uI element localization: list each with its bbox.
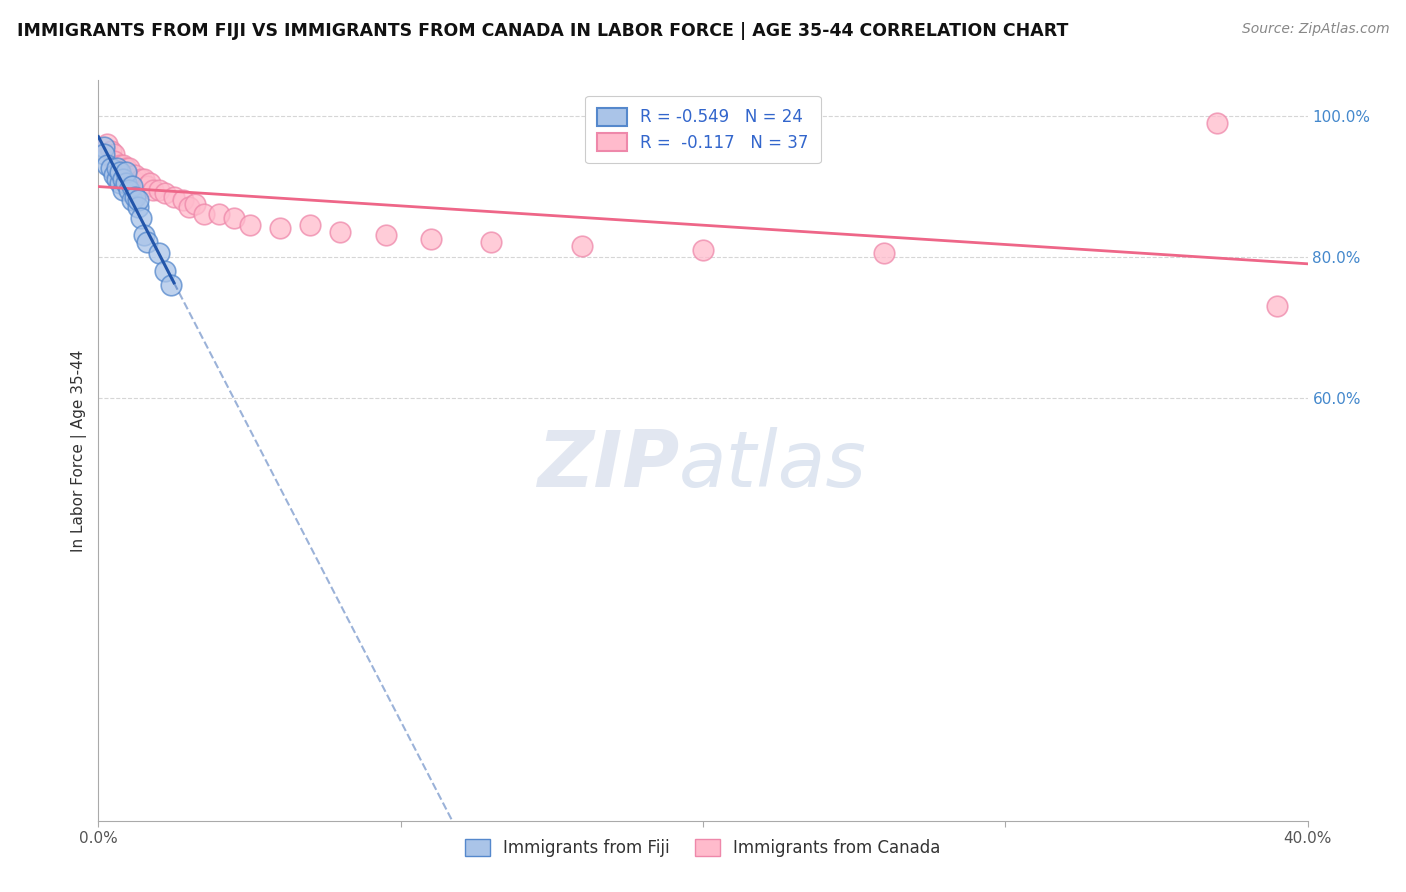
Text: ZIP: ZIP bbox=[537, 427, 679, 503]
Point bbox=[1206, 115, 1229, 129]
Point bbox=[114, 165, 136, 179]
Point bbox=[692, 243, 714, 257]
Point bbox=[96, 136, 118, 151]
Point bbox=[105, 172, 128, 186]
Point bbox=[193, 207, 215, 221]
Point bbox=[179, 200, 201, 214]
Point bbox=[127, 176, 149, 190]
Point bbox=[103, 147, 125, 161]
Point bbox=[299, 218, 322, 232]
Point bbox=[420, 232, 443, 246]
Point bbox=[127, 193, 149, 207]
Point bbox=[481, 235, 503, 250]
Point bbox=[111, 172, 134, 186]
Point bbox=[184, 196, 207, 211]
Point bbox=[148, 183, 170, 197]
Point bbox=[239, 218, 262, 232]
Point bbox=[124, 189, 146, 203]
Y-axis label: In Labor Force | Age 35-44: In Labor Force | Age 35-44 bbox=[72, 350, 87, 551]
Point bbox=[148, 246, 170, 260]
Point bbox=[103, 169, 125, 183]
Point bbox=[208, 207, 231, 221]
Point bbox=[100, 144, 122, 158]
Point bbox=[111, 183, 134, 197]
Point bbox=[172, 193, 194, 207]
Point bbox=[1267, 299, 1289, 313]
Point bbox=[139, 176, 162, 190]
Text: atlas: atlas bbox=[679, 427, 866, 503]
Point bbox=[160, 277, 183, 292]
Point bbox=[873, 246, 896, 260]
Point bbox=[269, 221, 291, 235]
Point bbox=[163, 189, 186, 203]
Point bbox=[108, 176, 131, 190]
Point bbox=[132, 172, 155, 186]
Point bbox=[153, 186, 176, 200]
Point bbox=[374, 228, 396, 243]
Point bbox=[135, 179, 157, 194]
Point bbox=[129, 211, 152, 225]
Legend: Immigrants from Fiji, Immigrants from Canada: Immigrants from Fiji, Immigrants from Ca… bbox=[458, 832, 948, 864]
Point bbox=[108, 158, 131, 172]
Text: Source: ZipAtlas.com: Source: ZipAtlas.com bbox=[1241, 22, 1389, 37]
Point bbox=[135, 235, 157, 250]
Point bbox=[127, 200, 149, 214]
Text: IMMIGRANTS FROM FIJI VS IMMIGRANTS FROM CANADA IN LABOR FORCE | AGE 35-44 CORREL: IMMIGRANTS FROM FIJI VS IMMIGRANTS FROM … bbox=[17, 22, 1069, 40]
Point bbox=[571, 239, 593, 253]
Point bbox=[111, 158, 134, 172]
Point bbox=[114, 176, 136, 190]
Point bbox=[153, 263, 176, 277]
Point bbox=[124, 169, 146, 183]
Point bbox=[142, 183, 165, 197]
Point bbox=[121, 172, 143, 186]
Point bbox=[329, 225, 352, 239]
Point bbox=[118, 161, 141, 176]
Point bbox=[100, 161, 122, 176]
Point bbox=[93, 140, 115, 154]
Point bbox=[93, 147, 115, 161]
Point bbox=[118, 183, 141, 197]
Point bbox=[114, 161, 136, 176]
Point bbox=[121, 179, 143, 194]
Point bbox=[132, 228, 155, 243]
Point bbox=[105, 161, 128, 176]
Point bbox=[121, 193, 143, 207]
Point bbox=[96, 158, 118, 172]
Point bbox=[129, 172, 152, 186]
Point bbox=[108, 165, 131, 179]
Point bbox=[224, 211, 246, 225]
Point bbox=[103, 154, 125, 169]
